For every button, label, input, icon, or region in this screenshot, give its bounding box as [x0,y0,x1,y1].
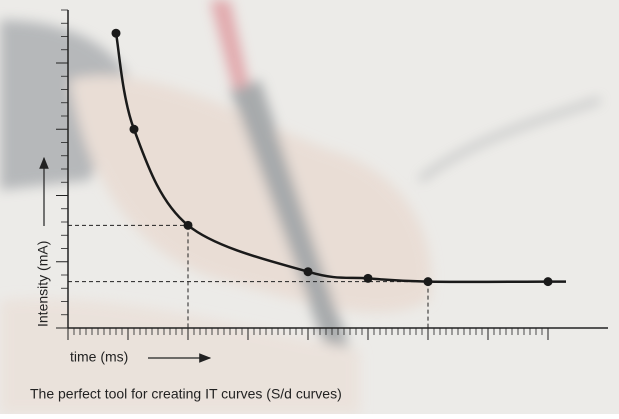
y-axis-label: Intensity (mA) [35,241,51,327]
data-point [303,267,313,277]
data-point [129,124,139,134]
data-point [363,273,373,283]
curve [114,32,566,284]
data-point [111,28,121,38]
data-point [423,277,433,287]
data-point [543,277,553,287]
data-point [183,220,193,230]
x-axis-label: time (ms) [70,349,128,365]
caption: The perfect tool for creating IT curves … [30,386,342,402]
